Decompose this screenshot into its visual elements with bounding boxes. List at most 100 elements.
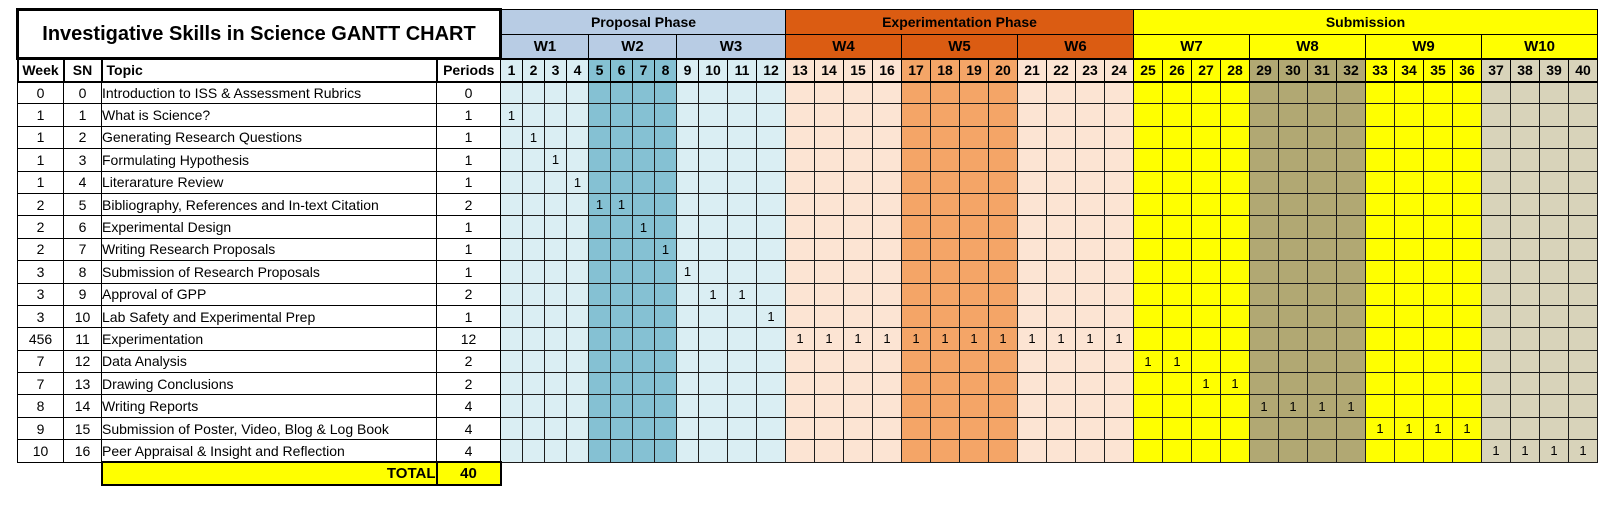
task-sn: 13 xyxy=(63,372,102,396)
period-number: 24 xyxy=(1104,57,1134,83)
task-topic: Bibliography, References and In-text Cit… xyxy=(101,192,437,217)
gantt-cell xyxy=(500,282,523,306)
gantt-cell xyxy=(1568,103,1598,127)
gantt-cell xyxy=(588,260,611,284)
gantt-cell xyxy=(901,215,931,239)
task-sn: 10 xyxy=(63,304,102,329)
task-row: 456 11 Experimentation 12 1 1 1 1 1 1 1 1 1 1 1 1 xyxy=(17,327,1598,351)
gantt-cell xyxy=(566,327,589,351)
task-week: 9 xyxy=(17,416,64,441)
gantt-mark-cell: 1 xyxy=(500,103,523,127)
task-periods: 1 xyxy=(436,125,501,150)
gantt-cell xyxy=(843,192,873,217)
week-header: W5 xyxy=(901,34,1018,59)
gantt-cell xyxy=(1133,170,1163,194)
gantt-cell xyxy=(1452,80,1482,105)
gantt-cell xyxy=(1365,192,1395,217)
gantt-cell xyxy=(1191,237,1221,262)
gantt-cell xyxy=(522,103,545,127)
task-periods: 2 xyxy=(436,192,501,217)
gantt-cell xyxy=(930,416,960,441)
gantt-cell xyxy=(588,125,611,150)
gantt-cell xyxy=(1510,416,1540,441)
gantt-cell xyxy=(1394,148,1424,172)
gantt-cell xyxy=(901,192,931,217)
gantt-cell xyxy=(1452,148,1482,172)
gantt-mark-cell: 1 xyxy=(1220,372,1250,396)
gantt-cell xyxy=(654,80,677,105)
task-sn: 7 xyxy=(63,237,102,262)
gantt-cell xyxy=(1220,349,1250,374)
gantt-cell xyxy=(872,394,902,418)
gantt-cell xyxy=(814,215,844,239)
task-row: 3 8 Submission of Research Proposals 1 1 xyxy=(17,260,1598,284)
gantt-cell xyxy=(1452,304,1482,329)
gantt-cell xyxy=(1046,282,1076,306)
gantt-cell xyxy=(1568,282,1598,306)
gantt-cell xyxy=(1133,103,1163,127)
gantt-cell xyxy=(727,349,757,374)
period-number: 34 xyxy=(1394,57,1424,83)
gantt-cell xyxy=(930,349,960,374)
column-header-row: Week SN Topic Periods 1 2 3 4 5 6 7 8 9 10 11 12 13 14 15 1… xyxy=(16,57,1598,83)
gantt-cell xyxy=(1104,349,1134,374)
gantt-cell xyxy=(1220,304,1250,329)
gantt-cell xyxy=(1539,148,1569,172)
gantt-cell xyxy=(1133,282,1163,306)
gantt-cell xyxy=(930,170,960,194)
task-periods: 2 xyxy=(436,372,501,396)
gantt-cell xyxy=(610,215,633,239)
gantt-cell xyxy=(654,260,677,284)
task-periods: 1 xyxy=(436,237,501,262)
gantt-cell xyxy=(1104,237,1134,262)
period-number: 40 xyxy=(1568,57,1598,83)
gantt-cell xyxy=(610,80,633,105)
gantt-cell xyxy=(522,304,545,329)
period-number: 28 xyxy=(1220,57,1250,83)
gantt-cell xyxy=(1249,80,1279,105)
gantt-cell xyxy=(1046,304,1076,329)
gantt-cell xyxy=(1191,416,1221,441)
gantt-cell xyxy=(843,260,873,284)
gantt-cell xyxy=(632,439,655,463)
gantt-cell xyxy=(676,192,699,217)
gantt-cell xyxy=(610,260,633,284)
gantt-cell xyxy=(1510,103,1540,127)
gantt-cell xyxy=(959,215,989,239)
task-row: 8 14 Writing Reports 4 1 1 1 1 xyxy=(17,394,1598,418)
gantt-cell xyxy=(544,282,567,306)
gantt-cell xyxy=(785,304,815,329)
gantt-cell xyxy=(814,170,844,194)
gantt-cell xyxy=(814,80,844,105)
gantt-cell xyxy=(959,439,989,463)
period-number: 29 xyxy=(1249,57,1279,83)
gantt-cell xyxy=(1220,215,1250,239)
gantt-cell xyxy=(1133,237,1163,262)
gantt-cell xyxy=(959,237,989,262)
gantt-cell xyxy=(901,304,931,329)
task-periods: 4 xyxy=(436,416,501,441)
gantt-cell xyxy=(698,148,728,172)
gantt-cell xyxy=(1046,103,1076,127)
gantt-cell xyxy=(1452,439,1482,463)
gantt-cell xyxy=(843,237,873,262)
gantt-cell xyxy=(988,148,1018,172)
gantt-cell xyxy=(1220,394,1250,418)
gantt-cell xyxy=(522,394,545,418)
col-header-topic: Topic xyxy=(100,57,437,83)
gantt-cell xyxy=(1336,327,1366,351)
task-topic: Experimental Design xyxy=(101,215,437,239)
gantt-cell xyxy=(610,372,633,396)
gantt-cell xyxy=(785,125,815,150)
gantt-cell xyxy=(1452,394,1482,418)
task-sn: 3 xyxy=(63,148,102,172)
week-header: W1 xyxy=(500,34,589,59)
gantt-cell xyxy=(632,260,655,284)
phase-header-row: Investigative Skills in Science GANTT CH… xyxy=(16,8,1598,60)
gantt-cell xyxy=(610,282,633,306)
gantt-cell xyxy=(930,304,960,329)
gantt-cell xyxy=(544,260,567,284)
gantt-cell xyxy=(727,372,757,396)
task-topic: What is Science? xyxy=(101,103,437,127)
gantt-cell xyxy=(872,170,902,194)
